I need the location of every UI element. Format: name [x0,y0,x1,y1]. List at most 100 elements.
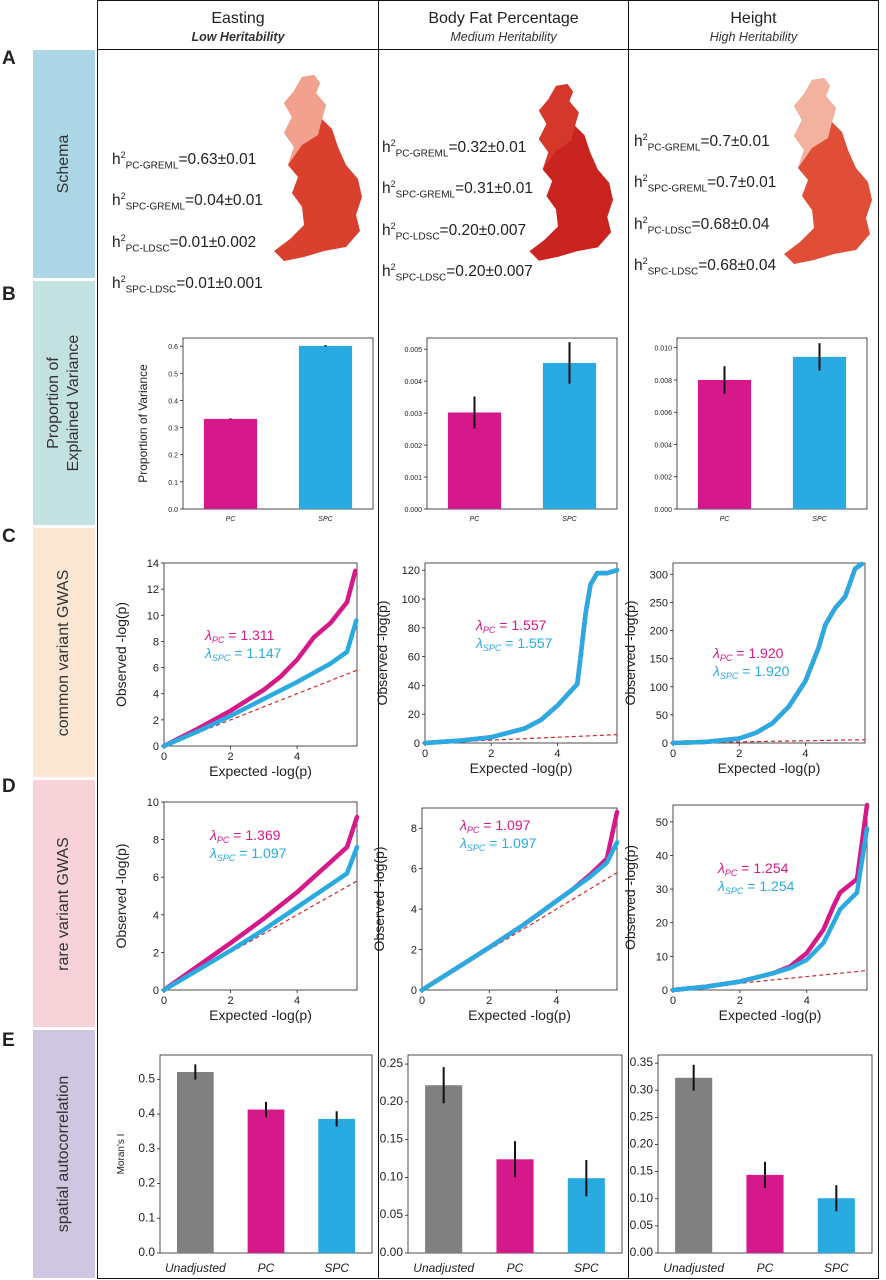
y-tick-label: 0.10 [380,1169,404,1183]
h2-value: =0.20±0.007 [439,221,527,239]
x-tick-label: 0 [419,995,425,1007]
h2-symbol: h2 [634,173,648,192]
y-tick-label: 0.1 [138,1210,155,1224]
column-subtitle-easting: Low Heritability [191,30,285,44]
bar-unadjusted [675,1077,713,1253]
y-tick-label: 0.4 [168,398,178,405]
lambda-pc-label: λPC = 1.557 [475,617,547,635]
h2-line: h2PC-LDSC=0.68±0.04 [634,205,814,246]
y-tick-label: 0.5 [138,1071,155,1085]
y-tick-label: 0.3 [168,426,178,433]
plot-frame-D2 [421,807,618,991]
y-tick-label: 14 [147,558,159,570]
y-tick-label: 0.000 [404,507,422,514]
h2-value: =0.31±0.01 [455,180,533,198]
h2-symbol: h2 [112,150,126,169]
y-tick-label: 0.2 [168,453,178,460]
y-tick-label: 0.0 [168,507,178,514]
x-tick-label: 2 [227,995,233,1007]
column-title-easting: Easting [211,10,265,27]
y-tick-label: 0.0 [138,1245,155,1259]
y-tick-label: 0.30 [630,1082,654,1096]
y-tick-label: 0.15 [380,1132,404,1146]
bar-spc [298,345,353,509]
h2-line: h2SPC-GREML=0.31±0.01 [382,169,562,210]
h2-subscript: PC-GREML [125,160,179,172]
category-label: PC [258,1261,275,1275]
y-tick-label: 0 [153,741,159,753]
pc-qq-points [161,568,358,749]
h2-symbol: h2 [112,191,126,210]
h2-subscript: SPC-GREML [395,189,456,201]
heritability-block-height: h2PC-GREML=0.7±0.01 h2SPC-GREML=0.7±0.01… [634,122,814,287]
y-tick-label: 250 [650,597,668,609]
h2-subscript: PC-LDSC [395,230,440,242]
spc-qq-points [161,618,359,749]
row-letter-b: B [2,284,16,305]
h2-line: h2PC-LDSC=0.01±0.002 [112,223,292,264]
h2-value: =0.68±0.04 [691,215,770,233]
h2-symbol: h2 [382,138,396,157]
y-tick-label: 0.25 [380,1056,404,1070]
category-label: SPC [824,1261,849,1275]
y-axis-label: Moran's I [116,1134,127,1175]
y-tick-label: 10 [656,951,668,963]
bar-spc [792,356,847,509]
h2-subscript: SPC-GREML [647,183,708,195]
uk-map-height [784,78,872,264]
x-tick-label: 0 [161,751,167,763]
pc-qq-points [670,802,870,993]
bar-spc [542,362,597,509]
h2-symbol: h2 [382,179,396,198]
h2-value: =0.7±0.01 [700,133,770,151]
lambda-pc-label: λPC = 1.920 [712,645,784,663]
lambda-pc-label: λPC = 1.254 [717,860,789,878]
h2-subscript: SPC-LDSC [647,266,699,277]
y-tick-label: 0.00 [630,1245,654,1259]
lambda-spc-label: λSPC = 1.254 [717,878,795,896]
y-tick-label: 0 [153,985,159,997]
h2-value: =0.32±0.01 [448,139,527,157]
frame-col-line-3 [878,0,879,1279]
y-tick-label: 0.25 [630,1109,654,1123]
lambda-spc-label: λSPC = 1.557 [475,635,553,653]
spc-qq-points [422,567,620,746]
row-letter-a: A [2,48,16,69]
h2-line: h2SPC-LDSC=0.01±0.001 [112,264,292,305]
spc-qq-points [670,561,864,746]
y-tick-label: 0.004 [404,379,422,386]
bar-spc [318,1118,356,1253]
h2-line: h2PC-GREML=0.32±0.01 [382,128,562,169]
y-tick-label: 0.20 [630,1137,654,1151]
category-label: SPC [562,516,577,523]
h2-line: h2SPC-GREML=0.7±0.01 [634,163,814,204]
bar-pc [447,412,502,509]
y-axis-label: Observed -log(p) [622,845,638,950]
x-tick-label: 0 [161,995,167,1007]
x-axis-label: Expected -log(p) [470,760,573,776]
y-tick-label: 0.004 [654,442,672,449]
lambda-spc-label: λSPC = 1.097 [209,845,287,863]
x-tick-label: 4 [294,995,300,1007]
y-tick-label: 0.005 [404,347,422,354]
pc-qq-points [161,814,360,993]
uk-map-body-fat [529,84,613,261]
x-tick-label: 4 [554,748,560,760]
x-axis-label: Expected -log(p) [468,1007,571,1023]
x-tick-label: 2 [227,751,233,763]
h2-line: h2PC-GREML=0.63±0.01 [112,140,292,181]
y-axis-label: Observed -log(p) [113,602,129,707]
h2-symbol: h2 [634,255,648,274]
y-tick-label: 10 [147,610,159,622]
plot-frame-C1 [163,562,358,747]
y-tick-label: 50 [656,817,668,829]
x-tick-label: 0 [422,748,428,760]
lambda-pc-label: λPC = 1.311 [204,627,275,645]
y-axis-label: Observed -log(p) [371,846,387,951]
x-tick-label: 2 [736,748,742,760]
column-subtitle-body-fat: Medium Heritability [450,30,557,44]
x-tick-label: 4 [553,995,559,1007]
category-label: PC [470,516,481,523]
y-tick-label: 0.2 [138,1176,155,1190]
y-tick-label: 0.1 [168,480,178,487]
